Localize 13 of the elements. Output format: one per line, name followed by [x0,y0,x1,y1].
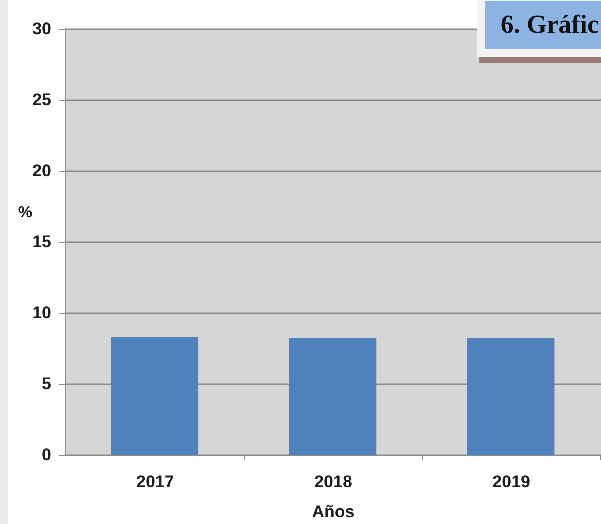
y-tick-label: 30 [32,20,52,38]
chart-title: 6. Gráfic [476,0,601,57]
y-axis-title: % [18,204,33,222]
x-tick-label: 2018 [314,472,352,492]
y-tick-label: 5 [42,374,52,394]
y-tick-label: 20 [32,162,52,180]
x-tick-label: 2017 [136,472,174,492]
x-axis-title: Años [312,502,355,522]
x-tick-label: 2019 [492,472,530,492]
y-tick-label: 25 [32,90,52,110]
y-tick-label: 15 [32,232,52,252]
y-tick-label: 10 [32,304,52,322]
y-tick-label: 0 [42,446,52,464]
